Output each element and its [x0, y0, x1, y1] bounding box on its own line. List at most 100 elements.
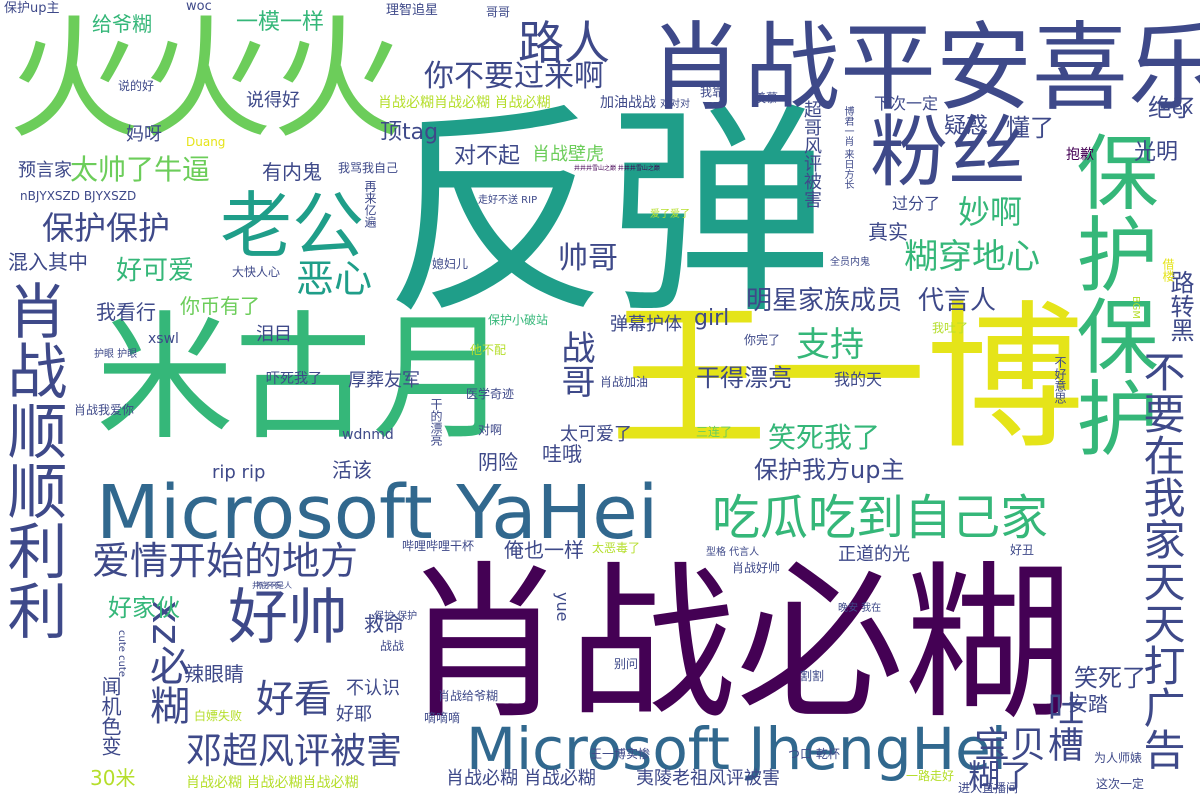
word-xz-bihu-vertical: xz必糊 — [143, 600, 189, 725]
word-waoo: 哇哦 — [542, 442, 582, 466]
word-baoqian: 抱歉 — [1066, 147, 1094, 163]
word-zhibojian: 进入直播间 — [958, 781, 1019, 795]
word-xz-bihu-row-bottom: 肖战必糊 肖战必糊肖战必糊 — [186, 775, 359, 791]
word-migu-yue: 米古月 — [96, 298, 511, 459]
word-wokao: 我靠 — [700, 85, 725, 99]
word-yinxian: 阴险 — [478, 450, 518, 474]
word-xz-bihu-pair: 肖战必糊 肖战必糊 — [446, 768, 596, 789]
word-baohu-up: 保护我方up主 — [754, 456, 905, 484]
word-quanyuan: 全员内鬼 — [830, 257, 870, 268]
word-shuodehao2: 说的好 — [118, 79, 155, 93]
word-biewen: 别问 — [614, 657, 639, 671]
word-haojiahuo: 好家伙 — [108, 594, 180, 622]
word-danmu: 弹幕护体 — [610, 314, 682, 335]
word-anta: 安踏 — [1068, 692, 1108, 716]
word-wangyibo: 王一博 — [610, 287, 1084, 471]
word-mingxing: 明星家族成员 — [746, 286, 903, 316]
word-youneigui: 有内鬼 — [262, 160, 322, 184]
word-lizhi: 理智追星 — [386, 3, 439, 18]
word-bojun: 博君一肖 来日方长 — [842, 106, 853, 190]
word-exin: 恶心 — [296, 257, 373, 301]
word-geiyehu2: 肖战给爷糊 — [438, 689, 499, 703]
word-xiaozhan-jiayou: 肖战加油 — [600, 375, 649, 389]
word-baipiao: 白嫖失败 — [194, 709, 243, 723]
word-woaini: 肖战我爱你 — [74, 403, 135, 417]
word-wokanxing: 我看行 — [96, 300, 156, 324]
word-huohuohuo: 火火火 — [8, 3, 404, 157]
word-ms-yahei: Microsoft YaHei — [96, 470, 659, 556]
word-jingdi: 井底不是人 — [252, 581, 292, 590]
word-wenjisebian: 闻机色变 — [98, 676, 122, 756]
word-hunru: 混入其中 — [8, 250, 88, 274]
word-baohu-small2: 保护 保护 — [374, 611, 418, 622]
word-weirenshi: 为人师婊 — [1094, 751, 1143, 765]
word-duibuqi: 对不起 — [454, 144, 521, 169]
word-yixue: 医学奇迹 — [466, 387, 515, 401]
word-bgm: BGM — [1130, 296, 1141, 320]
word-haokeai: 好可爱 — [116, 256, 195, 286]
word-haoye: 好耶 — [336, 704, 372, 725]
word-bububu: 不不不 — [256, 581, 280, 590]
word-xiaosile: 笑死了 — [1074, 664, 1146, 692]
word-duang: Duang — [186, 135, 226, 149]
word-gege: 哥哥 — [486, 5, 511, 19]
word-woc: woc — [186, 0, 212, 14]
word-yilu: 一路走好 — [906, 769, 955, 783]
word-burenshi: 不认识 — [346, 678, 400, 699]
word-shican: 王一博实惨 — [590, 747, 651, 761]
word-anyeyiyang: 俺也一样 — [504, 538, 584, 562]
word-gege2: 割割 — [800, 669, 825, 683]
word-30mi: 30米 — [90, 766, 136, 790]
word-baobei: 宝贝 — [974, 725, 1047, 766]
word-wanan: 晚安 我在 — [838, 603, 882, 614]
word-leimu: 泪目 — [256, 324, 292, 345]
word-dingtag: 顶tag — [380, 120, 439, 145]
word-huchuan: 糊穿地心 — [904, 237, 1040, 277]
word-xiaozhan-haoshuai: 肖战好帅 — [732, 561, 781, 575]
word-duia: 对啊 — [478, 423, 503, 437]
word-huyan: 护眼 护眼 — [94, 349, 138, 360]
word-taikeaile: 太可爱了 — [560, 424, 632, 445]
word-wotule: 我吐了 — [932, 321, 969, 335]
word-chigua: 吃瓜吃到自己家 — [712, 490, 1049, 546]
word-xiaozhan-pingan: 肖战平安喜乐 — [648, 12, 1200, 124]
word-xz-bihu-row-top: 肖战必糊肖战必糊 肖战必糊 — [378, 95, 551, 111]
word-taiedu: 太恶毒了 — [592, 541, 641, 555]
word-ganbei: 哔哩哔哩干杯 — [402, 539, 475, 553]
word-zhange-vertical: 战哥 — [555, 330, 595, 398]
word-jiayouzhanzhan: 加油战战 — [600, 95, 656, 111]
word-wdnmd: wdnmd — [342, 427, 394, 443]
word-ex: ex — [1172, 98, 1194, 119]
word-sanlianle: 三连了 — [696, 425, 733, 439]
word-baohu-baohu-2: 保护保护 — [42, 209, 171, 247]
word-maya: 妈呀 — [126, 124, 162, 145]
word-zhengdao: 正道的光 — [838, 544, 910, 565]
word-aileaile: 爱了爱了 — [650, 209, 690, 220]
word-hule: 糊了 — [968, 757, 1033, 795]
word-houzang: 厚葬友军 — [348, 370, 420, 391]
word-womawoziji: 我骂我自己 — [338, 161, 399, 175]
word-baohu-baohu-vertical: 保护保护 — [1062, 130, 1157, 458]
word-shunshunlili-vertical: 肖战顺顺利利 — [0, 280, 67, 640]
word-xifuer: 媳妇儿 — [432, 257, 469, 271]
word-baohu-pozhan: 保护小破站 — [488, 313, 549, 327]
word-xiaozhan-bihu2: 肖战壁虎 — [532, 144, 604, 165]
word-buyao-guanggao-vertical: 不要在我家天天打广告 — [1137, 350, 1186, 770]
word-dongle: 懂了 — [1006, 114, 1054, 142]
word-yue: yue — [553, 592, 572, 622]
word-taishuaile: 太帅了牛逼 — [70, 153, 211, 186]
word-dengchao: 邓超风评被害 — [186, 731, 403, 772]
word-yimuyiyang: 一模一样 — [236, 10, 325, 35]
word-zhichi: 支持 — [796, 325, 864, 365]
word-juele: 绝了 — [1148, 94, 1196, 122]
word-duiduidui: 对对对 — [660, 99, 690, 110]
word-gande-piaoliang: 干得漂亮 — [696, 364, 792, 392]
word-zhenshi: 真实 — [868, 220, 908, 244]
word-niwanle: 你完了 — [744, 333, 781, 347]
word-yihuo: 疑惑 — [944, 114, 989, 139]
word-haochou: 好丑 — [1010, 543, 1035, 557]
word-dididi: 嘀嘀嘀 — [424, 711, 461, 725]
word-jingjingjing: 井井井雪山之巅 井井井雪山之巅 — [574, 165, 660, 172]
word-baohu-up-small: 保护up主 — [4, 1, 60, 16]
